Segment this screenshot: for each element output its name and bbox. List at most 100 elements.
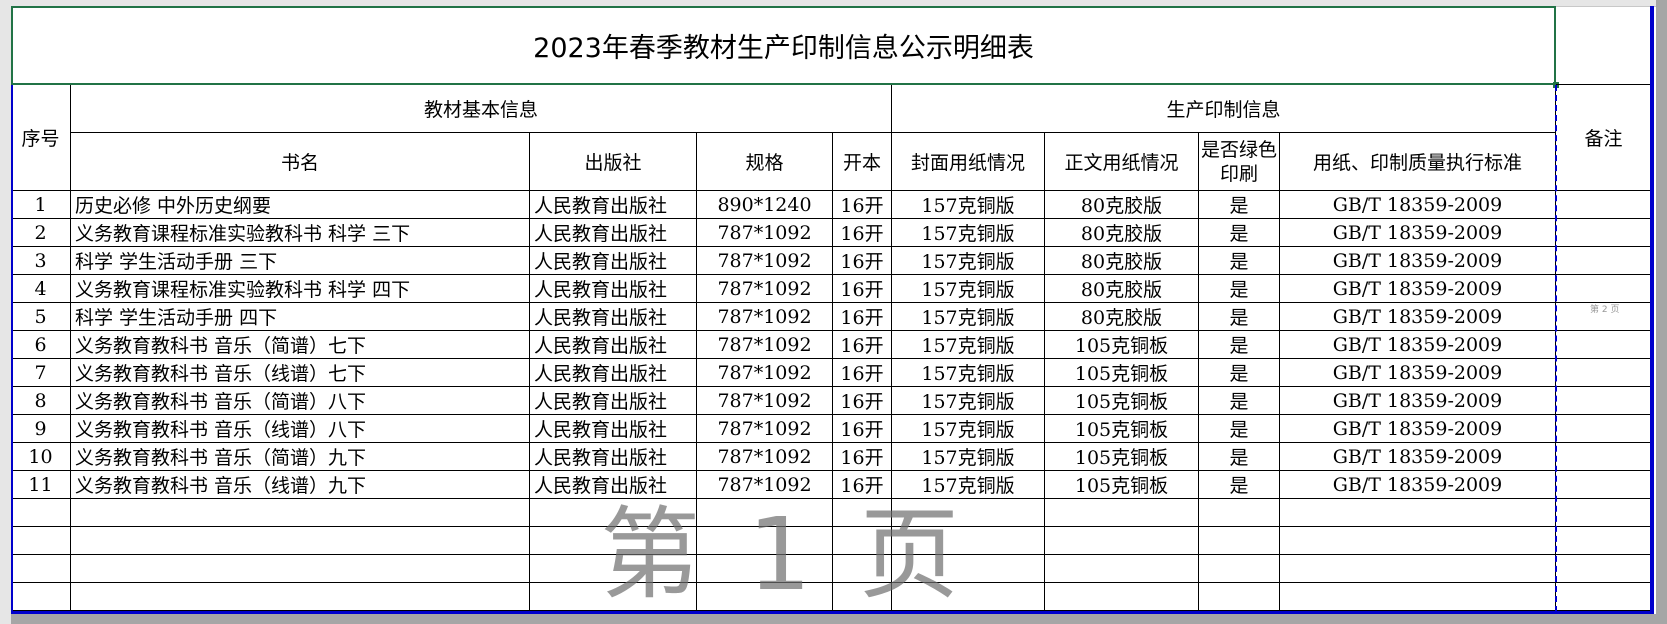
header-green-print[interactable]: 是否绿色印刷 [1199, 133, 1280, 191]
table-cell-standard[interactable]: GB/T 18359-2009 [1280, 219, 1556, 247]
table-cell-format[interactable]: 16开 [833, 415, 892, 443]
empty-cell[interactable] [1556, 555, 1652, 583]
table-cell-cover[interactable]: 157克铜版 [892, 219, 1045, 247]
empty-cell[interactable] [1045, 527, 1199, 555]
table-cell-remark[interactable] [1556, 219, 1652, 247]
table-cell-name[interactable]: 义务教育教科书 音乐（简谱）九下 [71, 443, 530, 471]
header-publisher[interactable]: 出版社 [530, 133, 697, 191]
table-cell-cover[interactable]: 157克铜版 [892, 471, 1045, 499]
header-group-basic[interactable]: 教材基本信息 [71, 85, 892, 133]
table-cell-publisher[interactable]: 人民教育出版社 [530, 443, 697, 471]
empty-cell[interactable] [11, 527, 71, 555]
empty-cell[interactable] [833, 499, 892, 527]
empty-cell[interactable] [892, 499, 1045, 527]
table-cell-publisher[interactable]: 人民教育出版社 [530, 331, 697, 359]
table-cell-name[interactable]: 义务教育课程标准实验教科书 科学 四下 [71, 275, 530, 303]
empty-cell[interactable] [530, 583, 697, 611]
table-cell-name[interactable]: 义务教育教科书 音乐（线谱）七下 [71, 359, 530, 387]
table-cell-remark[interactable] [1556, 471, 1652, 499]
empty-cell[interactable] [11, 555, 71, 583]
table-cell-cover[interactable]: 157克铜版 [892, 275, 1045, 303]
table-cell-green[interactable]: 是 [1199, 247, 1280, 275]
empty-cell[interactable] [1280, 527, 1556, 555]
table-cell-name[interactable]: 历史必修 中外历史纲要 [71, 191, 530, 219]
table-cell-publisher[interactable]: 人民教育出版社 [530, 247, 697, 275]
table-cell-remark[interactable] [1556, 275, 1652, 303]
empty-cell[interactable] [892, 555, 1045, 583]
table-cell-standard[interactable]: GB/T 18359-2009 [1280, 359, 1556, 387]
sheet-title-cell[interactable]: 2023年春季教材生产印制信息公示明细表 [11, 6, 1556, 85]
header-remark[interactable]: 备注 [1556, 85, 1652, 191]
table-cell-standard[interactable]: GB/T 18359-2009 [1280, 275, 1556, 303]
table-cell-format[interactable]: 16开 [833, 359, 892, 387]
table-cell-standard[interactable]: GB/T 18359-2009 [1280, 443, 1556, 471]
empty-cell[interactable] [71, 583, 530, 611]
empty-cell[interactable] [1199, 555, 1280, 583]
table-cell-body[interactable]: 80克胶版 [1045, 247, 1199, 275]
empty-cell[interactable] [1556, 583, 1652, 611]
table-cell-cover[interactable]: 157克铜版 [892, 191, 1045, 219]
table-cell-standard[interactable]: GB/T 18359-2009 [1280, 415, 1556, 443]
table-cell-standard[interactable]: GB/T 18359-2009 [1280, 191, 1556, 219]
empty-cell[interactable] [530, 499, 697, 527]
table-cell-name[interactable]: 科学 学生活动手册 四下 [71, 303, 530, 331]
table-cell-body[interactable]: 105克铜板 [1045, 415, 1199, 443]
table-cell-cover[interactable]: 157克铜版 [892, 331, 1045, 359]
empty-cell[interactable] [1280, 555, 1556, 583]
table-cell-spec[interactable]: 787*1092 [697, 471, 833, 499]
header-standard[interactable]: 用纸、印制质量执行标准 [1280, 133, 1556, 191]
table-cell-green[interactable]: 是 [1199, 471, 1280, 499]
table-cell-format[interactable]: 16开 [833, 219, 892, 247]
table-cell-name[interactable]: 义务教育教科书 音乐（简谱）八下 [71, 387, 530, 415]
table-cell-standard[interactable]: GB/T 18359-2009 [1280, 247, 1556, 275]
empty-cell[interactable] [833, 583, 892, 611]
table-cell-green[interactable]: 是 [1199, 275, 1280, 303]
table-cell-cover[interactable]: 157克铜版 [892, 415, 1045, 443]
table-cell-seq[interactable]: 8 [11, 387, 71, 415]
empty-cell[interactable] [1280, 499, 1556, 527]
empty-cell[interactable] [1199, 499, 1280, 527]
table-cell-body[interactable]: 105克铜板 [1045, 359, 1199, 387]
empty-cell[interactable] [71, 555, 530, 583]
table-cell-cover[interactable]: 157克铜版 [892, 387, 1045, 415]
table-cell-publisher[interactable]: 人民教育出版社 [530, 275, 697, 303]
table-cell-spec[interactable]: 787*1092 [697, 415, 833, 443]
header-cover-paper[interactable]: 封面用纸情况 [892, 133, 1045, 191]
table-cell-seq[interactable]: 11 [11, 471, 71, 499]
table-cell-green[interactable]: 是 [1199, 219, 1280, 247]
table-cell-remark[interactable] [1556, 191, 1652, 219]
table-cell-seq[interactable]: 1 [11, 191, 71, 219]
empty-cell[interactable] [71, 499, 530, 527]
table-cell-spec[interactable]: 787*1092 [697, 387, 833, 415]
table-cell-seq[interactable]: 3 [11, 247, 71, 275]
header-body-paper[interactable]: 正文用纸情况 [1045, 133, 1199, 191]
table-cell-format[interactable]: 16开 [833, 331, 892, 359]
table-cell-body[interactable]: 105克铜板 [1045, 471, 1199, 499]
table-cell-format[interactable]: 16开 [833, 303, 892, 331]
table-cell-spec[interactable]: 787*1092 [697, 247, 833, 275]
table-cell-remark[interactable] [1556, 415, 1652, 443]
empty-cell[interactable] [11, 583, 71, 611]
empty-cell[interactable] [697, 499, 833, 527]
table-cell-body[interactable]: 80克胶版 [1045, 219, 1199, 247]
empty-cell[interactable] [1199, 583, 1280, 611]
empty-cell[interactable] [833, 555, 892, 583]
header-book-name[interactable]: 书名 [71, 133, 530, 191]
empty-cell[interactable] [697, 527, 833, 555]
table-cell-publisher[interactable]: 人民教育出版社 [530, 471, 697, 499]
table-cell-green[interactable]: 是 [1199, 191, 1280, 219]
table-cell-standard[interactable]: GB/T 18359-2009 [1280, 303, 1556, 331]
table-cell-spec[interactable]: 787*1092 [697, 331, 833, 359]
table-cell-format[interactable]: 16开 [833, 471, 892, 499]
table-cell-cover[interactable]: 157克铜版 [892, 247, 1045, 275]
empty-cell[interactable] [11, 499, 71, 527]
table-cell-standard[interactable]: GB/T 18359-2009 [1280, 471, 1556, 499]
table-cell-publisher[interactable]: 人民教育出版社 [530, 359, 697, 387]
table-cell-seq[interactable]: 10 [11, 443, 71, 471]
table-cell-spec[interactable]: 787*1092 [697, 275, 833, 303]
table-cell-format[interactable]: 16开 [833, 443, 892, 471]
table-cell-remark[interactable] [1556, 359, 1652, 387]
table-cell-body[interactable]: 105克铜板 [1045, 331, 1199, 359]
table-cell-name[interactable]: 科学 学生活动手册 三下 [71, 247, 530, 275]
table-cell-standard[interactable]: GB/T 18359-2009 [1280, 387, 1556, 415]
